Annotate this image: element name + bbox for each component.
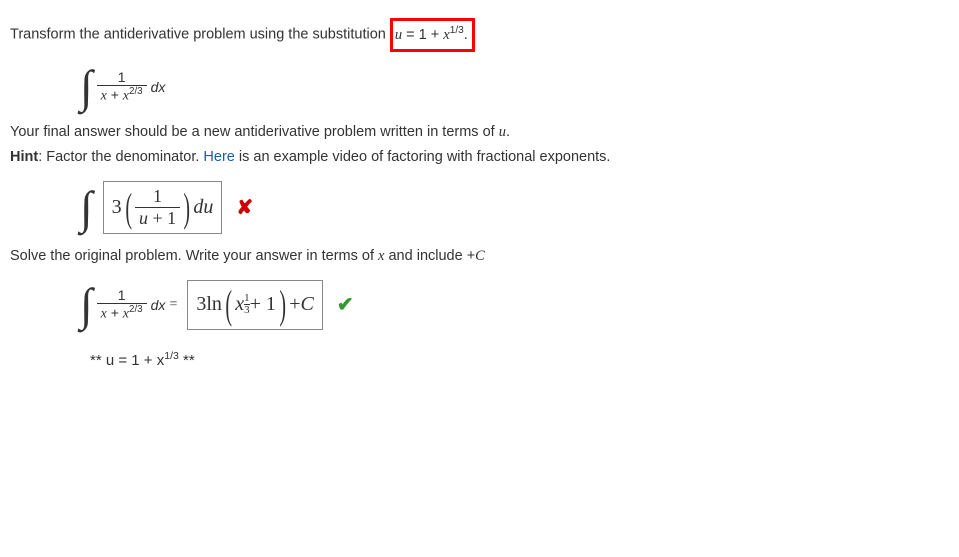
den2-exp: 2/3 bbox=[129, 304, 143, 315]
ans2-const: C bbox=[301, 293, 314, 316]
fn-u: u bbox=[106, 352, 114, 369]
ans2-inner-tail: + 1 bbox=[250, 293, 276, 316]
sub-rhs-exp: 1/3 bbox=[450, 25, 464, 36]
frac-den: x + x2/3 bbox=[97, 85, 147, 105]
hint-a: : Factor the denominator. bbox=[38, 149, 203, 165]
rparen2: ) bbox=[279, 289, 286, 321]
hint-link[interactable]: Here bbox=[203, 149, 234, 165]
integrand-fraction: 1 x + x2/3 bbox=[97, 69, 147, 105]
frac-num: 1 bbox=[97, 69, 147, 85]
footnote: ** u = 1 + x1/3 ** bbox=[90, 350, 949, 369]
correct-icon: ✔ bbox=[337, 292, 354, 317]
hint-b: is an example video of factoring with fr… bbox=[235, 149, 611, 165]
problem-statement: Transform the antiderivative problem usi… bbox=[10, 18, 949, 52]
ans2-tail: + bbox=[289, 293, 300, 316]
ans1-den: u + 1 bbox=[135, 207, 180, 229]
ans2-fn: ln bbox=[206, 293, 222, 316]
intro-text: Transform the antiderivative problem usi… bbox=[10, 27, 386, 43]
hint-line: Hint: Factor the denominator. Here is an… bbox=[10, 147, 949, 169]
substitution-highlight: u = 1 + x1/3. bbox=[390, 18, 475, 52]
integral-sign-2: ∫ bbox=[80, 185, 93, 231]
integral-original: ∫ 1 x + x2/3 dx bbox=[80, 64, 949, 110]
answer-1-row: ∫ 3 ( 1 u + 1 ) du ✘ bbox=[80, 181, 949, 234]
den-exp: 2/3 bbox=[129, 86, 143, 97]
fn-body: = 1 + x bbox=[114, 352, 164, 369]
rparen: ) bbox=[183, 192, 190, 224]
intro-suffix: . bbox=[464, 27, 468, 43]
frac2-den: x + x2/3 bbox=[97, 303, 147, 323]
integral-sign: ∫ bbox=[80, 64, 93, 110]
incorrect-icon: ✘ bbox=[236, 195, 253, 220]
p2-c: +C bbox=[467, 248, 485, 264]
integral-sign-3: ∫ bbox=[80, 282, 93, 328]
dx-2: dx bbox=[151, 297, 166, 313]
ans1-frac: 1 u + 1 bbox=[135, 186, 180, 229]
instruction-line-1: Your final answer should be a new antide… bbox=[10, 122, 949, 144]
lparen: ( bbox=[125, 192, 132, 224]
ans1-num: 1 bbox=[135, 186, 180, 207]
ans1-den-u: u bbox=[139, 208, 148, 228]
ans2-coef: 3 bbox=[196, 293, 206, 316]
ans1-du: du bbox=[193, 196, 213, 219]
dx: dx bbox=[151, 79, 166, 95]
equals: = bbox=[169, 297, 177, 313]
instr1-b: . bbox=[506, 124, 510, 140]
den-plus: + bbox=[107, 86, 123, 102]
fn-exp: 1/3 bbox=[164, 350, 179, 362]
den2-plus: + bbox=[107, 305, 123, 321]
answer-1-input[interactable]: 3 ( 1 u + 1 ) du bbox=[103, 181, 223, 234]
instr1-var: u bbox=[499, 124, 506, 140]
integrand-fraction-2: 1 x + x2/3 bbox=[97, 287, 147, 323]
p2-b: and include bbox=[384, 248, 466, 264]
lparen2: ( bbox=[225, 289, 232, 321]
part2-prompt: Solve the original problem. Write your a… bbox=[10, 246, 949, 268]
answer-2-input[interactable]: 3 ln ( x13 + 1 ) + C bbox=[187, 280, 323, 330]
hint-label: Hint bbox=[10, 149, 38, 165]
fn-stars2: ** bbox=[179, 352, 195, 369]
ans2-base: x bbox=[235, 293, 244, 316]
sub-eq: = 1 + bbox=[402, 27, 443, 43]
ans1-coef: 3 bbox=[112, 196, 122, 219]
p2-a: Solve the original problem. Write your a… bbox=[10, 248, 378, 264]
answer-2-row: ∫ 1 x + x2/3 dx = 3 ln ( x13 + 1 ) + C ✔ bbox=[80, 280, 949, 330]
fn-stars1: ** bbox=[90, 352, 106, 369]
p2-const: C bbox=[475, 248, 485, 264]
frac2-num: 1 bbox=[97, 287, 147, 303]
instr1-a: Your final answer should be a new antide… bbox=[10, 124, 499, 140]
ans1-den-tail: + 1 bbox=[148, 208, 176, 228]
